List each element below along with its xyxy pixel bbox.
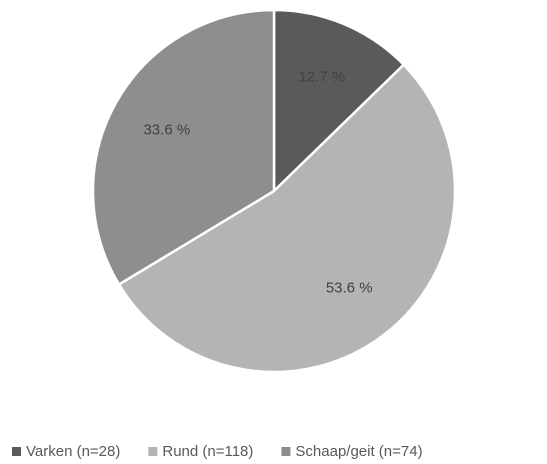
- legend-label: Varken (n=28): [26, 443, 120, 460]
- pie-slice: [272, 8, 406, 194]
- data-label: 53.6 %: [326, 279, 373, 296]
- legend-marker: [148, 447, 158, 456]
- data-label: 12.7 %: [299, 69, 346, 86]
- pie: [91, 8, 457, 374]
- legend-label: Rund (n=118): [162, 443, 253, 460]
- legend-marker: [12, 447, 21, 456]
- legend-label: Schaap/geit (n=74): [295, 443, 422, 460]
- legend-marker: [281, 447, 291, 456]
- pie-slice: [91, 8, 276, 287]
- data-labels: 12.7 % 53.6 % 33.6 %: [143, 69, 372, 297]
- legend: Varken (n=28) Rund (n=118) Schaap/geit (n=…: [12, 443, 423, 460]
- data-label: 33.6 %: [143, 121, 190, 138]
- pie-slice: [117, 62, 457, 374]
